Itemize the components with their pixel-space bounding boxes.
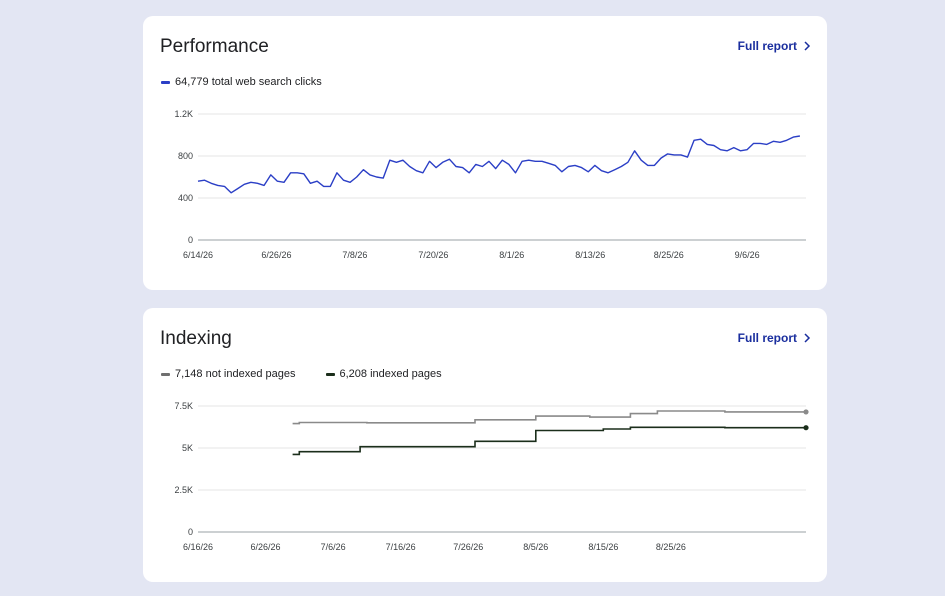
x-tick-label: 6/26/26 [261, 250, 291, 260]
series-line-clicks [197, 135, 801, 194]
y-tick-label: 0 [188, 235, 193, 245]
performance-legend: 64,779 total web search clicks [161, 76, 322, 88]
legend-label: 64,779 total web search clicks [175, 76, 322, 88]
legend-label: 7,148 not indexed pages [175, 368, 296, 380]
y-tick-label: 400 [178, 193, 193, 203]
legend-swatch [325, 372, 335, 376]
indexing-card: Indexing Full report 7,148 not indexed p… [143, 308, 827, 582]
x-tick-label: 6/26/26 [251, 542, 281, 552]
x-tick-label: 7/8/26 [342, 250, 367, 260]
performance-full-report-link[interactable]: Full report [738, 39, 811, 53]
performance-title: Performance [160, 36, 269, 57]
x-tick-label: 8/13/26 [575, 250, 605, 260]
y-tick-label: 1.2K [174, 109, 193, 119]
x-tick-label: 7/20/26 [418, 250, 448, 260]
series-endpoint-not-indexed [803, 409, 809, 415]
series-line-indexed [292, 426, 806, 456]
y-tick-label: 0 [188, 527, 193, 537]
indexing-full-report-link[interactable]: Full report [738, 331, 811, 345]
x-tick-label: 8/5/26 [523, 542, 548, 552]
indexing-title: Indexing [160, 328, 232, 349]
x-tick-label: 8/25/26 [654, 250, 684, 260]
y-tick-label: 800 [178, 151, 193, 161]
full-report-label: Full report [737, 331, 797, 345]
x-tick-label: 7/6/26 [321, 542, 346, 552]
legend-item-indexed[interactable]: 6,208 indexed pages [325, 368, 442, 380]
indexing-legend: 7,148 not indexed pages 6,208 indexed pa… [161, 368, 442, 380]
x-tick-label: 8/1/26 [499, 250, 524, 260]
performance-chart: 0 400 800 1.2K 6/14/26 6/26/26 7/8/26 7/20/26 8/… [174, 109, 806, 260]
full-report-label: Full report [737, 39, 797, 53]
legend-item-clicks[interactable]: 64,779 total web search clicks [161, 76, 322, 88]
y-tick-label: 5K [182, 443, 193, 453]
x-tick-label: 6/16/26 [183, 542, 213, 552]
y-tick-label: 2.5K [174, 485, 193, 495]
y-tick-label: 7.5K [174, 401, 193, 411]
chevron-right-icon [804, 333, 811, 343]
legend-label: 6,208 indexed pages [339, 368, 442, 380]
x-tick-label: 6/14/26 [183, 250, 213, 260]
chevron-right-icon [804, 41, 811, 51]
legend-swatch [161, 80, 170, 84]
x-tick-label: 9/6/26 [735, 250, 760, 260]
x-tick-label: 7/16/26 [386, 542, 416, 552]
series-line-not-indexed [292, 410, 806, 425]
indexing-chart: 0 2.5K 5K 7.5K 6/16/26 6/26/26 7/6/26 7/16/26 7/… [174, 401, 809, 552]
x-tick-label: 8/25/26 [656, 542, 686, 552]
series-endpoint-indexed [803, 425, 809, 431]
legend-item-not-indexed[interactable]: 7,148 not indexed pages [161, 368, 296, 380]
x-tick-label: 7/26/26 [453, 542, 483, 552]
legend-swatch [161, 372, 170, 376]
x-tick-label: 8/15/26 [588, 542, 618, 552]
performance-card: Performance Full report 64,779 total web… [143, 16, 827, 290]
